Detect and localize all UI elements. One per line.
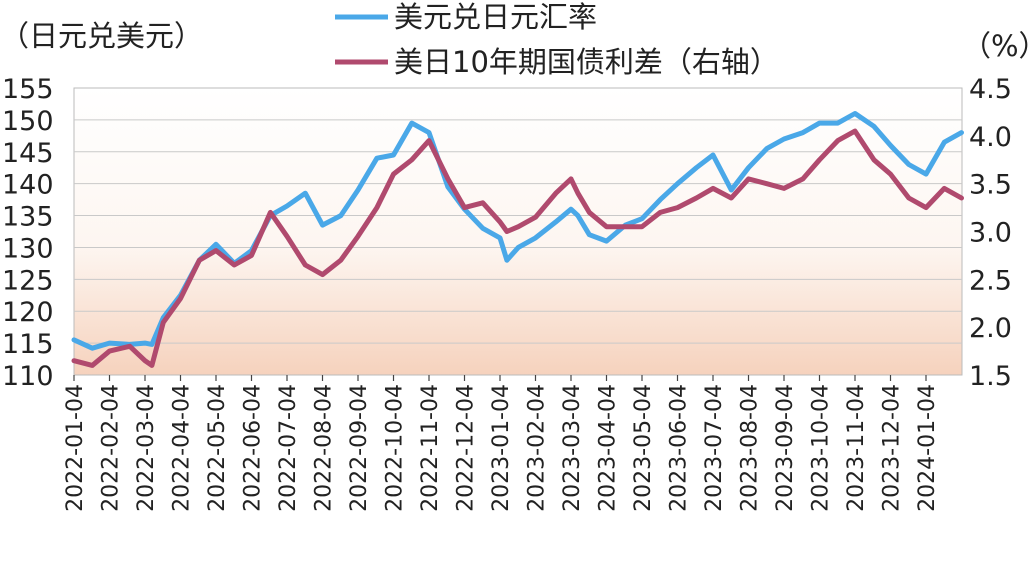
- right-tick-label: 4.0: [969, 122, 1012, 153]
- x-tick-label: 2023-12-04: [880, 384, 905, 512]
- plot-background: [73, 87, 963, 376]
- x-tick-label: 2022-09-04: [347, 384, 372, 512]
- x-tick-label: 2023-01-04: [489, 384, 514, 512]
- series-line-usdjpy: [71, 111, 964, 351]
- x-tick-label: 2022-10-04: [383, 384, 408, 512]
- legend: 美元兑日元汇率 美日10年期国债利差（右轴）: [335, 0, 779, 79]
- x-tick-label: 2022-03-04: [134, 384, 159, 512]
- x-tick-label: 2022-11-04: [418, 384, 443, 512]
- left-tick-label: 140: [2, 170, 54, 201]
- x-tick-label: 2022-04-04: [170, 384, 195, 512]
- x-tick-label: 2022-12-04: [454, 384, 479, 512]
- series-line-spread: [71, 128, 964, 368]
- right-tick-label: 2.5: [969, 265, 1012, 296]
- right-axis-labels: 1.5 2.0 2.5 3.0 3.5 4.0 4.5: [969, 74, 1012, 392]
- x-tick-label: 2023-11-04: [844, 384, 869, 512]
- x-tick-label: 2022-06-04: [241, 384, 266, 512]
- left-tick-label: 155: [2, 74, 54, 105]
- series-lines: [71, 111, 964, 368]
- x-tick-label: 2022-01-04: [63, 384, 88, 512]
- left-tick-label: 135: [2, 202, 54, 233]
- right-tick-label: 1.5: [969, 361, 1012, 392]
- left-tick-label: 120: [2, 297, 54, 328]
- right-tick-label: 3.5: [969, 170, 1012, 201]
- x-tick-label: 2023-03-04: [560, 384, 585, 512]
- left-axis-unit: （日元兑美元）: [0, 19, 203, 53]
- x-tick-label: 2023-09-04: [773, 384, 798, 512]
- x-tick-label: 2022-05-04: [205, 384, 230, 512]
- x-tick-label: 2023-02-04: [525, 384, 550, 512]
- x-tick-label: 2022-08-04: [312, 384, 337, 512]
- legend-label-spread: 美日10年期国债利差（右轴）: [394, 45, 779, 79]
- left-tick-label: 145: [2, 138, 54, 169]
- right-tick-label: 2.0: [969, 313, 1012, 344]
- left-tick-label: 115: [2, 329, 54, 360]
- x-tick-label: 2023-05-04: [631, 384, 656, 512]
- left-tick-label: 125: [2, 265, 54, 296]
- x-tick-label: 2022-02-04: [99, 384, 124, 512]
- x-axis-labels: 2022-01-04 2022-02-04 2022-03-04 2022-04-04…: [63, 384, 940, 512]
- x-axis-ticks: [73, 375, 927, 381]
- right-tick-label: 3.0: [969, 218, 1012, 249]
- x-tick-label: 2023-04-04: [596, 384, 621, 512]
- left-tick-label: 150: [2, 106, 54, 137]
- legend-label-usdjpy: 美元兑日元汇率: [394, 0, 597, 34]
- right-tick-label: 4.5: [969, 74, 1012, 105]
- left-tick-label: 110: [2, 361, 54, 392]
- x-tick-label: 2024-01-04: [915, 384, 940, 512]
- left-tick-label: 130: [2, 233, 54, 264]
- x-tick-label: 2023-07-04: [702, 384, 727, 512]
- x-tick-label: 2023-06-04: [667, 384, 692, 512]
- x-tick-label: 2023-08-04: [738, 384, 763, 512]
- x-tick-label: 2023-10-04: [809, 384, 834, 512]
- x-tick-label: 2022-07-04: [276, 384, 301, 512]
- right-axis-unit: （%）: [962, 29, 1028, 63]
